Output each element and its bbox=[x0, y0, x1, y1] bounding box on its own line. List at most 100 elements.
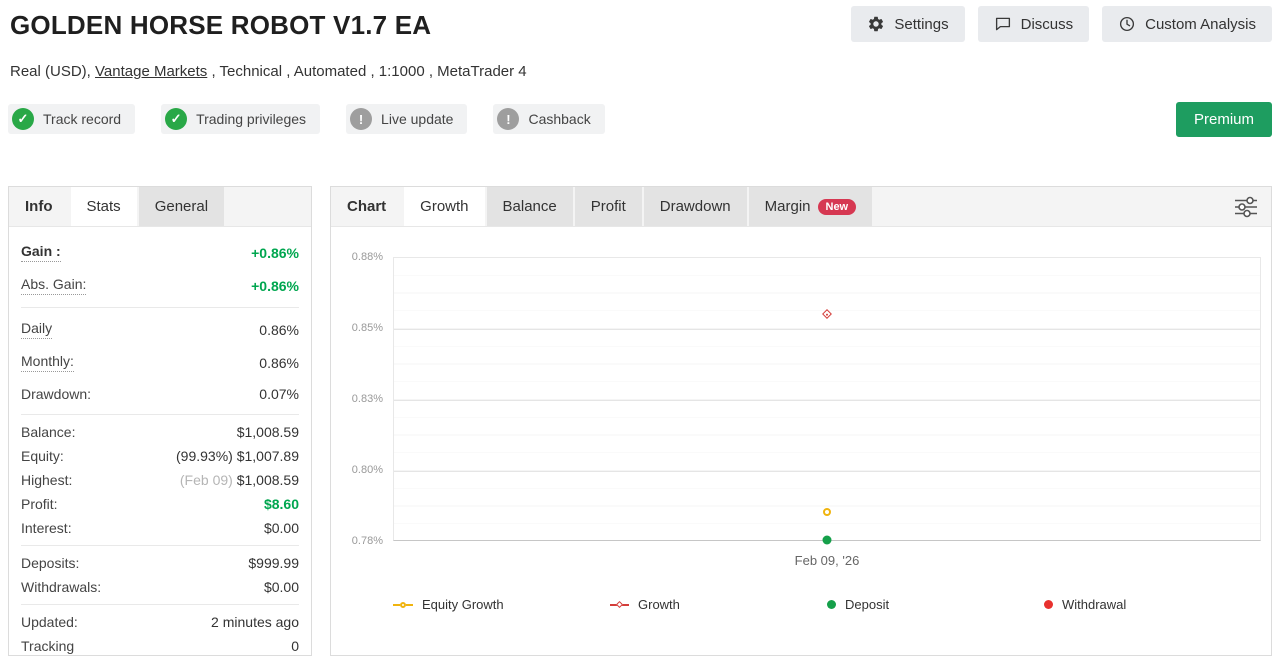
tab-margin[interactable]: Margin New bbox=[748, 187, 873, 226]
tab-general[interactable]: General bbox=[138, 187, 225, 226]
stat-value: $0.00 bbox=[263, 579, 299, 595]
badge-cashback[interactable]: ! Cashback bbox=[493, 104, 605, 134]
stat-label[interactable]: Gain : bbox=[21, 243, 61, 262]
info-row-highest: Highest: (Feb 09) $1,008.59 bbox=[21, 468, 299, 492]
clock-icon bbox=[1118, 15, 1136, 33]
broker-link[interactable]: Vantage Markets bbox=[95, 63, 208, 80]
stat-value: $1,008.59 bbox=[236, 424, 299, 440]
y-axis-tick: 0.80% bbox=[351, 464, 383, 476]
stat-value: $8.60 bbox=[263, 496, 299, 512]
stat-label: Equity: bbox=[21, 448, 64, 464]
stat-label: Updated: bbox=[21, 614, 78, 630]
stat-label: Balance: bbox=[21, 424, 76, 440]
y-axis-tick: 0.88% bbox=[351, 251, 383, 263]
info-row-tracking: Tracking 0 bbox=[21, 634, 299, 658]
badge-label: Cashback bbox=[528, 111, 591, 127]
info-group: Gain : +0.86% Abs. Gain: +0.86% bbox=[21, 231, 299, 308]
discuss-button[interactable]: Discuss bbox=[977, 6, 1090, 42]
badge-track-record[interactable]: ✓ Track record bbox=[8, 104, 136, 134]
info-panel: Info Stats General Gain : +0.86% Abs. Gain… bbox=[8, 186, 312, 656]
info-row-daily: Daily 0.86% bbox=[21, 313, 299, 346]
badge-label: Track record bbox=[43, 111, 122, 127]
info-row-drawdown: Drawdown: 0.07% bbox=[21, 379, 299, 409]
legend-equity-growth-icon bbox=[393, 601, 413, 608]
discuss-button-label: Discuss bbox=[1020, 15, 1074, 33]
badge-label: Live update bbox=[381, 111, 454, 127]
main-content: Info Stats General Gain : +0.86% Abs. Gain… bbox=[0, 186, 1280, 656]
tab-info[interactable]: Info bbox=[25, 198, 53, 215]
info-group: Balance: $1,008.59 Equity: (99.93%) $1,007.… bbox=[21, 415, 299, 546]
y-axis-tick: 0.78% bbox=[351, 535, 383, 547]
discuss-icon bbox=[994, 15, 1012, 33]
settings-button-label: Settings bbox=[894, 15, 949, 33]
info-group: Deposits: $999.99 Withdrawals: $0.00 bbox=[21, 546, 299, 605]
stat-value: +0.86% bbox=[251, 277, 299, 294]
info-row-profit: Profit: $8.60 bbox=[21, 492, 299, 516]
deposit-point[interactable] bbox=[822, 535, 832, 545]
legend-label: Deposit bbox=[845, 597, 890, 612]
stat-label: Withdrawals: bbox=[21, 579, 102, 595]
chart-panel: Chart Growth Balance Profit Drawdown Mar… bbox=[330, 186, 1272, 656]
tab-chart[interactable]: Chart bbox=[347, 198, 387, 215]
info-row-monthly: Monthly: 0.86% bbox=[21, 346, 299, 379]
legend-item-equity-growth[interactable]: Equity Growth bbox=[393, 597, 610, 612]
legend-withdrawal-icon bbox=[1044, 600, 1053, 609]
stat-value: 0.86% bbox=[259, 321, 299, 338]
custom-analysis-button-label: Custom Analysis bbox=[1145, 15, 1256, 33]
subtitle-suffix: , Technical , Automated , 1:1000 , MetaT… bbox=[207, 63, 527, 80]
plot-area bbox=[393, 257, 1261, 545]
stat-label[interactable]: Monthly: bbox=[21, 353, 74, 372]
legend-item-growth[interactable]: Growth bbox=[610, 597, 827, 612]
tab-profit[interactable]: Profit bbox=[574, 187, 642, 226]
stat-value: +0.86% bbox=[251, 244, 299, 261]
badge-live-update[interactable]: ! Live update bbox=[346, 104, 468, 134]
info-row-updated: Updated: 2 minutes ago bbox=[21, 610, 299, 634]
stat-label[interactable]: Daily bbox=[21, 320, 53, 339]
custom-analysis-button[interactable]: Custom Analysis bbox=[1102, 6, 1272, 42]
y-axis-tick: 0.83% bbox=[351, 393, 383, 405]
info-row-withdrawals: Withdrawals: $0.00 bbox=[21, 575, 299, 599]
tab-drawdown[interactable]: Drawdown bbox=[643, 187, 747, 226]
growth-point[interactable] bbox=[822, 309, 832, 320]
gear-icon bbox=[867, 15, 885, 33]
tab-balance[interactable]: Balance bbox=[486, 187, 573, 226]
info-row-balance: Balance: $1,008.59 bbox=[21, 420, 299, 444]
legend-label: Growth bbox=[638, 597, 680, 612]
chart-region: Feb 09, '26 Equity Growth Growth Deposit Wi… bbox=[331, 251, 1261, 657]
badge-label: Trading privileges bbox=[196, 111, 307, 127]
premium-button[interactable]: Premium bbox=[1175, 101, 1272, 137]
status-badges: ✓ Track record ✓ Trading privileges! Live up… bbox=[8, 104, 631, 134]
y-axis-tick: 0.85% bbox=[351, 322, 383, 334]
info-tabstrip: Info Stats General bbox=[9, 187, 311, 227]
equity-growth-point[interactable] bbox=[823, 507, 831, 516]
page-header: GOLDEN HORSE ROBOT V1.7 EA Settings Disc… bbox=[0, 0, 1280, 42]
chart-legend: Equity Growth Growth Deposit Withdrawal bbox=[393, 597, 1261, 612]
tab-margin-label: Margin bbox=[764, 198, 811, 215]
info-row-deposits: Deposits: $999.99 bbox=[21, 551, 299, 575]
chart-settings-button[interactable] bbox=[1233, 196, 1259, 221]
stat-label[interactable]: Abs. Gain: bbox=[21, 276, 87, 295]
header-buttons: Settings Discuss Custom Analysis bbox=[851, 6, 1272, 42]
gridline bbox=[394, 471, 1260, 472]
info-row-equity: Equity: (99.93%) $1,007.89 bbox=[21, 444, 299, 468]
stat-label: Interest: bbox=[21, 520, 72, 536]
value-prefix-muted: (Feb 09) bbox=[179, 472, 237, 488]
stat-value: 0.86% bbox=[259, 354, 299, 371]
tune-icon bbox=[1233, 196, 1259, 221]
stat-label: Profit: bbox=[21, 496, 58, 512]
chart-tabstrip: Chart Growth Balance Profit Drawdown Mar… bbox=[331, 187, 1271, 227]
stat-value: 0 bbox=[291, 638, 299, 654]
tab-growth[interactable]: Growth bbox=[404, 187, 485, 226]
badge-trading-privileges[interactable]: ✓ Trading privileges bbox=[161, 104, 321, 134]
exclamation-icon: ! bbox=[350, 108, 373, 130]
legend-label: Equity Growth bbox=[422, 597, 504, 612]
tab-stats[interactable]: Stats bbox=[70, 187, 137, 226]
stat-value: $0.00 bbox=[263, 520, 299, 536]
legend-item-deposit[interactable]: Deposit bbox=[827, 597, 1044, 612]
legend-item-withdrawal[interactable]: Withdrawal bbox=[1044, 597, 1261, 612]
settings-button[interactable]: Settings bbox=[851, 6, 965, 42]
gridline bbox=[394, 329, 1260, 330]
exclamation-icon: ! bbox=[497, 108, 520, 130]
info-rows: Gain : +0.86% Abs. Gain: +0.86% Daily 0.86% Mo… bbox=[9, 227, 311, 663]
page-title: GOLDEN HORSE ROBOT V1.7 EA bbox=[10, 10, 432, 40]
